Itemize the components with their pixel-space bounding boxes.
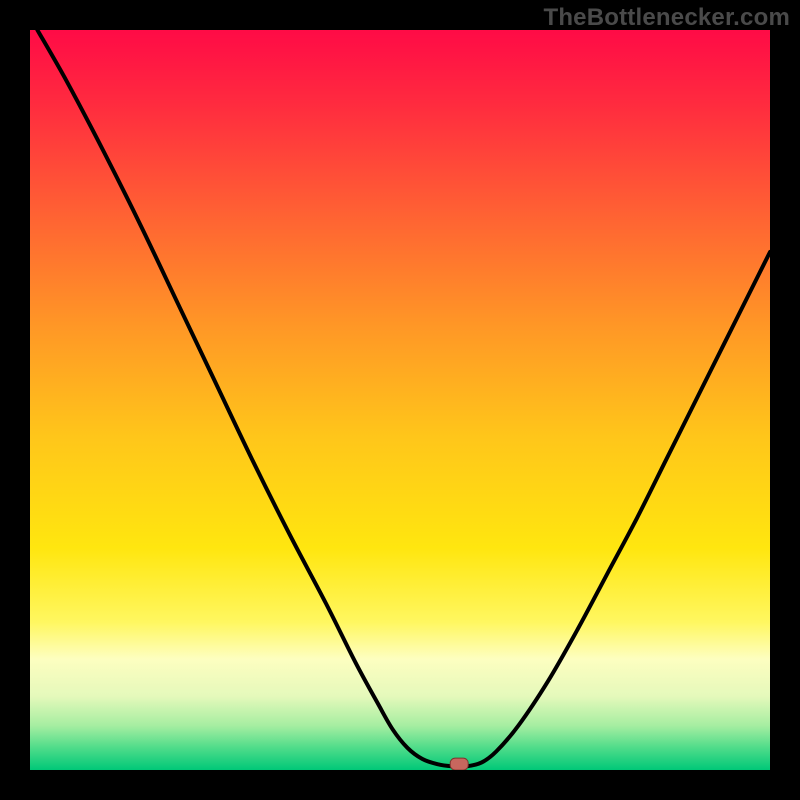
minimum-marker: [450, 758, 468, 770]
bottleneck-curve-svg: [30, 30, 770, 770]
bottleneck-curve-path: [37, 30, 770, 767]
watermark-text: TheBottlenecker.com: [543, 4, 790, 32]
plot-area: [30, 30, 770, 770]
chart-root: TheBottlenecker.com: [0, 0, 800, 800]
